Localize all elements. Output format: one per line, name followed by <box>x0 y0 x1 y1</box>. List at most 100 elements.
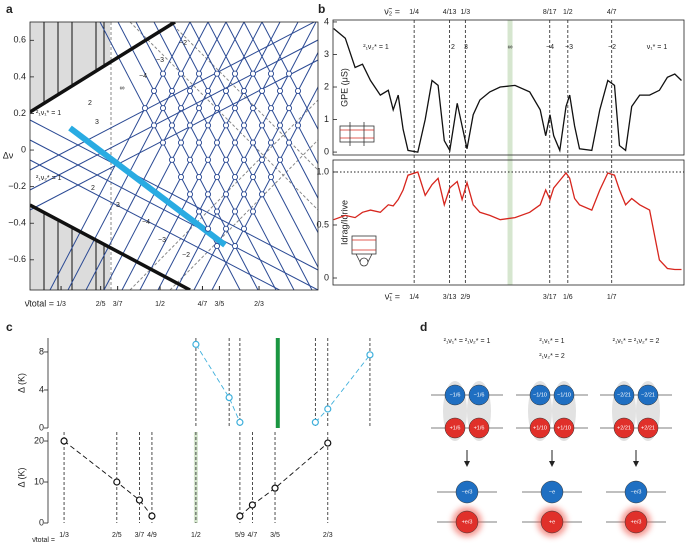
crossing <box>213 139 221 146</box>
y-tick-label: 0.5 <box>316 219 329 229</box>
charge-label: −1/6 <box>450 392 461 398</box>
panel-label: d <box>420 320 427 334</box>
crossing <box>276 156 284 163</box>
quasiparticle <box>553 384 575 406</box>
crossing <box>222 156 230 163</box>
y-tick-label: 10 <box>34 476 44 486</box>
crossing <box>240 156 248 163</box>
crossing <box>240 191 248 198</box>
transition-line <box>175 22 317 290</box>
x-tick-label: 4/9 <box>147 532 157 539</box>
point <box>324 405 332 413</box>
x-tick-label: 1/2 <box>155 301 165 308</box>
point <box>236 418 244 426</box>
dashed-line <box>169 139 318 290</box>
crossing <box>222 225 230 232</box>
crossing <box>267 174 275 181</box>
crossing <box>177 174 185 181</box>
quasiparticle <box>444 384 466 406</box>
transition-line <box>261 22 318 131</box>
y-tick-label: 2 <box>324 81 329 91</box>
y-tick-label: 4 <box>39 384 44 394</box>
fit-line <box>63 440 153 517</box>
charge-label: −e/3 <box>631 489 642 495</box>
x-axis-label: ν̃₁ = <box>385 291 400 301</box>
y-tick-label: 4 <box>324 16 329 26</box>
crossing <box>285 70 293 77</box>
y-tick-label: 8 <box>39 346 44 356</box>
point <box>225 393 233 402</box>
y-tick-label: −0.6 <box>8 254 26 264</box>
region-label: 2 <box>88 100 92 107</box>
x-axis-label: ν̄total = <box>25 298 54 308</box>
crossing <box>186 87 194 94</box>
crossing <box>249 105 257 112</box>
crossing <box>258 156 266 163</box>
region-label: ²₁ν₁* = 1 <box>36 110 61 117</box>
x-tick-label: 2/3 <box>254 301 264 308</box>
y-tick-label: 0 <box>21 144 26 154</box>
x-tick-label: 3/13 <box>443 294 457 301</box>
crossing <box>249 208 257 215</box>
crossing <box>222 191 230 198</box>
gapped-region <box>30 22 110 112</box>
dashed-line <box>129 99 318 290</box>
point <box>135 496 144 504</box>
crossing <box>204 87 212 94</box>
boundary <box>30 22 176 114</box>
region-label: −3 <box>158 237 166 244</box>
crossing <box>276 87 284 94</box>
crossing <box>195 208 203 215</box>
y-tick-label: 0.6 <box>13 35 26 45</box>
charge-label: −2/21 <box>641 392 655 398</box>
crossing <box>267 139 275 146</box>
quasiparticle <box>540 480 564 504</box>
point <box>192 340 200 348</box>
quasiparticle <box>637 384 659 406</box>
crossing <box>285 139 293 146</box>
highlight-band <box>507 20 513 285</box>
charge-label: +1/10 <box>533 425 547 431</box>
x-tick-label: 3/7 <box>135 532 145 539</box>
crossing <box>213 174 221 181</box>
crossing <box>285 105 293 112</box>
arrow-head <box>549 461 555 467</box>
phase-lines <box>30 22 318 290</box>
crossing <box>222 87 230 94</box>
annotation: ∞ <box>508 44 513 51</box>
crossing <box>294 122 302 129</box>
crossing <box>276 122 284 129</box>
y-axis-label: Idrag/Idrive <box>339 200 349 245</box>
x-tick-label: 1/4 <box>409 9 419 16</box>
quasiparticle <box>637 417 659 439</box>
crossing <box>177 70 185 77</box>
y-tick-label: 3 <box>324 49 329 59</box>
x-tick-label: 1/3 <box>59 532 69 539</box>
crossing <box>159 139 167 146</box>
highlight-band <box>275 338 280 428</box>
crossing <box>231 70 239 77</box>
transition-line <box>121 22 263 290</box>
y-axis-label: Δ (K) <box>16 373 26 393</box>
y-tick-label: 0 <box>324 146 329 156</box>
x-tick-label: 1/6 <box>563 294 573 301</box>
region-label: ²₁ν₂* = 1 <box>36 175 62 182</box>
crossing <box>240 225 248 232</box>
charge-label: +1/10 <box>557 425 571 431</box>
x-tick-label: 1/3 <box>460 9 470 16</box>
annotation: ²₁ν₂* = 1 <box>363 44 389 51</box>
crossing <box>249 139 257 146</box>
x-tick-label: 4/7 <box>607 9 617 16</box>
quasiparticle <box>540 510 564 534</box>
x-tick-label: 1/3 <box>56 301 66 308</box>
annotation: −4 <box>546 44 554 51</box>
x-tick-label: 5/9 <box>235 532 245 539</box>
point <box>148 512 156 520</box>
x-tick-label: 1/7 <box>607 294 617 301</box>
point <box>236 512 244 520</box>
crossing <box>267 105 275 112</box>
y-axis-label: GPE (μS) <box>339 68 349 107</box>
crossing <box>195 70 203 77</box>
crossing <box>249 70 257 77</box>
